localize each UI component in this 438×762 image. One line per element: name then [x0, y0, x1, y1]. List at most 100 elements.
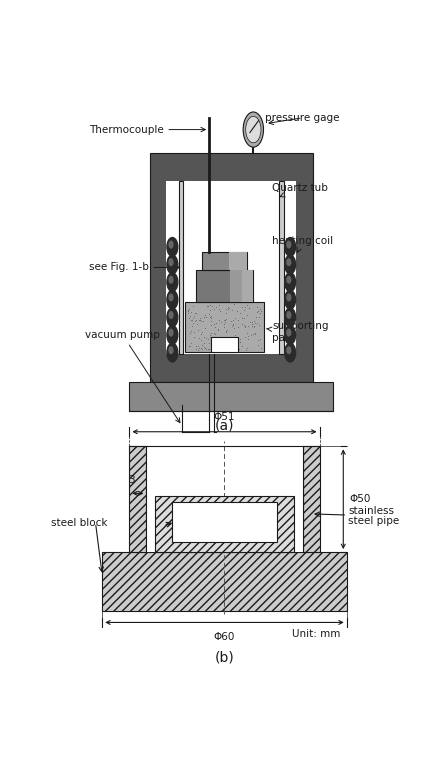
Point	[254, 339, 261, 351]
Point	[240, 312, 247, 324]
Point	[228, 335, 235, 347]
Point	[236, 336, 243, 348]
Circle shape	[243, 112, 264, 147]
Point	[219, 331, 226, 343]
Point	[231, 322, 238, 335]
Point	[244, 329, 251, 341]
Point	[241, 301, 248, 313]
Point	[201, 337, 208, 349]
Point	[187, 337, 194, 349]
Bar	[179, 181, 184, 354]
Point	[193, 306, 200, 319]
Point	[237, 306, 244, 319]
Point	[194, 344, 201, 356]
Point	[244, 309, 251, 321]
Circle shape	[167, 273, 178, 292]
Point	[198, 342, 205, 354]
Point	[205, 337, 212, 349]
Bar	[166, 181, 297, 354]
Point	[204, 300, 211, 312]
Point	[224, 324, 231, 336]
Point	[185, 304, 192, 316]
Point	[206, 329, 213, 341]
Point	[250, 328, 257, 340]
Circle shape	[169, 259, 173, 265]
Point	[249, 320, 256, 332]
Point	[187, 325, 194, 337]
Point	[218, 316, 225, 328]
Point	[231, 328, 238, 341]
Point	[231, 338, 238, 351]
Point	[202, 342, 209, 354]
Point	[230, 315, 237, 327]
Point	[223, 303, 230, 315]
Circle shape	[287, 329, 291, 336]
Point	[198, 339, 205, 351]
Text: heating coil: heating coil	[272, 236, 333, 252]
Circle shape	[169, 347, 173, 354]
Point	[251, 317, 258, 329]
Point	[221, 318, 228, 330]
Point	[195, 313, 202, 325]
Circle shape	[287, 294, 291, 301]
Point	[251, 319, 258, 331]
Point	[220, 321, 227, 333]
Point	[195, 332, 202, 344]
Point	[220, 339, 227, 351]
Bar	[102, 552, 347, 610]
Circle shape	[285, 343, 296, 362]
Point	[222, 331, 229, 344]
Point	[258, 305, 265, 317]
Point	[199, 315, 206, 327]
Point	[205, 344, 212, 356]
Point	[248, 329, 255, 341]
Point	[189, 312, 196, 324]
Point	[201, 331, 208, 343]
Point	[232, 341, 239, 353]
Point	[224, 303, 231, 315]
Point	[202, 342, 209, 354]
Point	[202, 311, 209, 323]
Text: steel block: steel block	[51, 517, 108, 528]
Text: Unit: mm: Unit: mm	[293, 629, 341, 639]
Point	[210, 318, 217, 330]
Point	[205, 299, 212, 312]
Point	[235, 314, 242, 326]
Point	[198, 326, 205, 338]
Point	[207, 327, 214, 339]
Circle shape	[246, 117, 261, 142]
Circle shape	[167, 308, 178, 327]
Point	[215, 324, 222, 336]
Point	[212, 328, 219, 341]
Point	[201, 310, 208, 322]
Text: Quartz tub: Quartz tub	[272, 183, 328, 197]
Text: Φ50: Φ50	[350, 495, 371, 504]
Point	[256, 332, 263, 344]
Text: steel pipe: steel pipe	[348, 516, 399, 526]
Point	[238, 319, 245, 331]
Point	[241, 321, 248, 333]
Text: pressure gage: pressure gage	[265, 113, 340, 125]
Point	[208, 336, 215, 348]
Point	[222, 340, 229, 352]
Circle shape	[287, 242, 291, 248]
Point	[221, 313, 228, 325]
Point	[255, 319, 262, 331]
Point	[207, 303, 214, 315]
Point	[238, 301, 245, 313]
Point	[197, 314, 204, 326]
Bar	[211, 338, 238, 352]
Point	[194, 340, 201, 352]
Point	[245, 320, 252, 332]
Point	[206, 331, 213, 344]
Bar	[230, 270, 253, 302]
Point	[251, 328, 258, 340]
Point	[246, 315, 253, 328]
Point	[198, 315, 205, 327]
Point	[198, 328, 205, 340]
Text: vacuum pump: vacuum pump	[85, 330, 180, 423]
Point	[205, 308, 212, 320]
Point	[240, 319, 247, 331]
Point	[229, 319, 236, 331]
Point	[241, 320, 248, 332]
